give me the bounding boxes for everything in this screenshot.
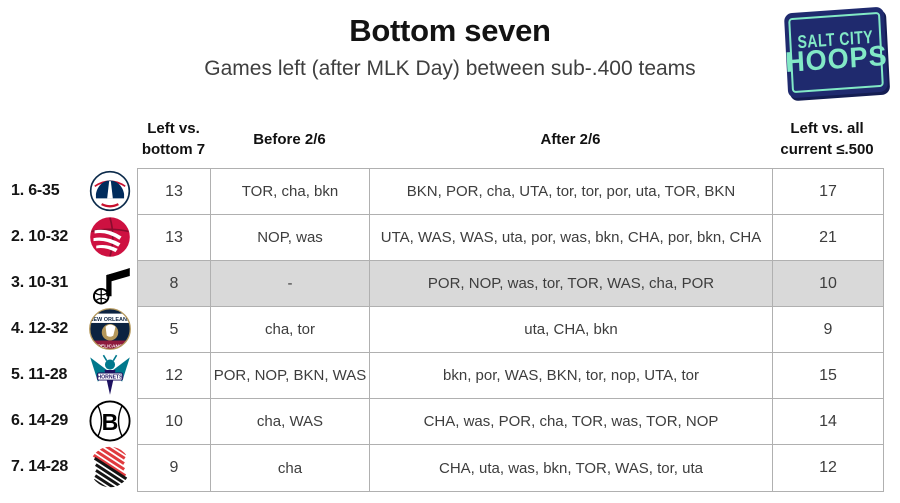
blazers-logo (88, 445, 132, 489)
hornets-band-text: HORNETS (97, 375, 123, 381)
rank-record: 3. 10-31 (11, 274, 69, 291)
brand-badge-frame: SALT CITY HOOPS (784, 11, 888, 94)
pelicans-banner-text: NEW ORLEANS (89, 317, 131, 323)
header-line: Left vs. all (790, 120, 864, 137)
pelicans-bottom-text: PELICANS (98, 344, 123, 350)
jazz-logo (88, 261, 132, 305)
header-before-2-6: Before 2/6 (253, 131, 326, 148)
header-after-2-6: After 2/6 (540, 131, 601, 148)
raptors-logo (88, 215, 132, 259)
team-row-jazz: 3. 10-31 (0, 260, 137, 306)
cell-left-vs-bottom7: 13 (138, 215, 211, 261)
cell-left-vs-le500: 12 (819, 459, 837, 476)
cell-left-vs-le500: 17 (773, 169, 883, 215)
cell-before-2-6-highlighted: - (211, 261, 370, 307)
cell-left-vs-le500-highlighted: 10 (773, 261, 883, 307)
team-row-hornets: 5. 11-28 HORNETS (0, 352, 137, 398)
cell-left-vs-le500: 9 (773, 307, 883, 353)
team-row-raptors: 2. 10-32 (0, 214, 137, 260)
team-row-blazers: 7. 14-28 (0, 444, 137, 490)
cell-after-2-6: BKN, POR, cha, UTA, tor, tor, por, uta, … (370, 169, 773, 215)
header-left-vs-bottom7: Left vs. bottom 7 (137, 118, 210, 160)
page-title: Bottom seven (349, 13, 551, 48)
cell-left-vs-bottom7: 13 (138, 169, 211, 215)
team-row-nets: 6. 14-29 B (0, 398, 137, 444)
cell-before-2-6: POR, NOP, BKN, WAS (211, 353, 370, 399)
cell-left-vs-bottom7: 12 (138, 353, 211, 399)
header-line: current ≤.500 (780, 141, 874, 158)
games-left-table: 13 TOR, cha, bkn BKN, POR, cha, UTA, tor… (137, 168, 884, 492)
cell-before-2-6: TOR, cha, bkn (211, 169, 370, 215)
cell-before-2-6: cha (211, 445, 370, 491)
hornets-logo: HORNETS (88, 353, 132, 397)
nets-logo: B (88, 399, 132, 443)
cell-after-2-6: uta, CHA, bkn (370, 307, 773, 353)
salt-city-hoops-logo: SALT CITY HOOPS (783, 6, 888, 99)
rank-record: 2. 10-32 (11, 228, 69, 245)
cell-after-2-6: bkn, por, WAS, BKN, tor, nop, UTA, tor (370, 353, 773, 399)
cell-after-2-6: CHA, was, POR, cha, TOR, was, TOR, NOP (370, 399, 773, 445)
cell-left-vs-bottom7-highlighted: 8 (138, 261, 211, 307)
cell-left-vs-bottom7: 9 (138, 445, 211, 491)
rank-record: 4. 12-32 (11, 320, 69, 337)
brand-name-line2: HOOPS (784, 39, 889, 78)
pelicans-logo: NEW ORLEANS PELICANS (88, 307, 132, 351)
wizards-logo (88, 169, 132, 213)
rank-record: 5. 11-28 (11, 366, 68, 383)
cell-left-vs-le500: 21 (773, 215, 883, 261)
cell-after-2-6: UTA, WAS, WAS, uta, por, was, bkn, CHA, … (370, 215, 773, 261)
rank-record: 6. 14-29 (11, 412, 69, 429)
rank-record: 7. 14-28 (11, 458, 69, 475)
cell-left-vs-le500: 15 (773, 353, 883, 399)
cell-after-2-6: CHA, uta, was, bkn, TOR, WAS, tor, uta (370, 445, 773, 491)
header-line: bottom 7 (141, 141, 206, 158)
nets-letter: B (102, 409, 119, 435)
cell-after-2-6-highlighted: POR, NOP, was, tor, TOR, WAS, cha, POR (370, 261, 773, 307)
page-subtitle: Games left (after MLK Day) between sub-.… (204, 57, 696, 80)
header-line: Left vs. (147, 120, 200, 137)
cell-left-vs-bottom7: 5 (138, 307, 211, 353)
cell-before-2-6: cha, tor (211, 307, 370, 353)
cell-before-2-6: NOP, was (211, 215, 370, 261)
cell-left-vs-le500: 14 (773, 399, 883, 445)
rank-record: 1. 6-35 (11, 182, 60, 199)
team-rail: 1. 6-35 2. 10-32 (0, 168, 137, 490)
cell-before-2-6: cha, WAS (211, 399, 370, 445)
team-row-pelicans: 4. 12-32 NEW ORLEANS PELICANS (0, 306, 137, 352)
cell-left-vs-bottom7: 10 (138, 399, 211, 445)
header-left-vs-le500: Left vs. all current ≤.500 (772, 118, 882, 160)
team-row-wizards: 1. 6-35 (0, 168, 137, 214)
